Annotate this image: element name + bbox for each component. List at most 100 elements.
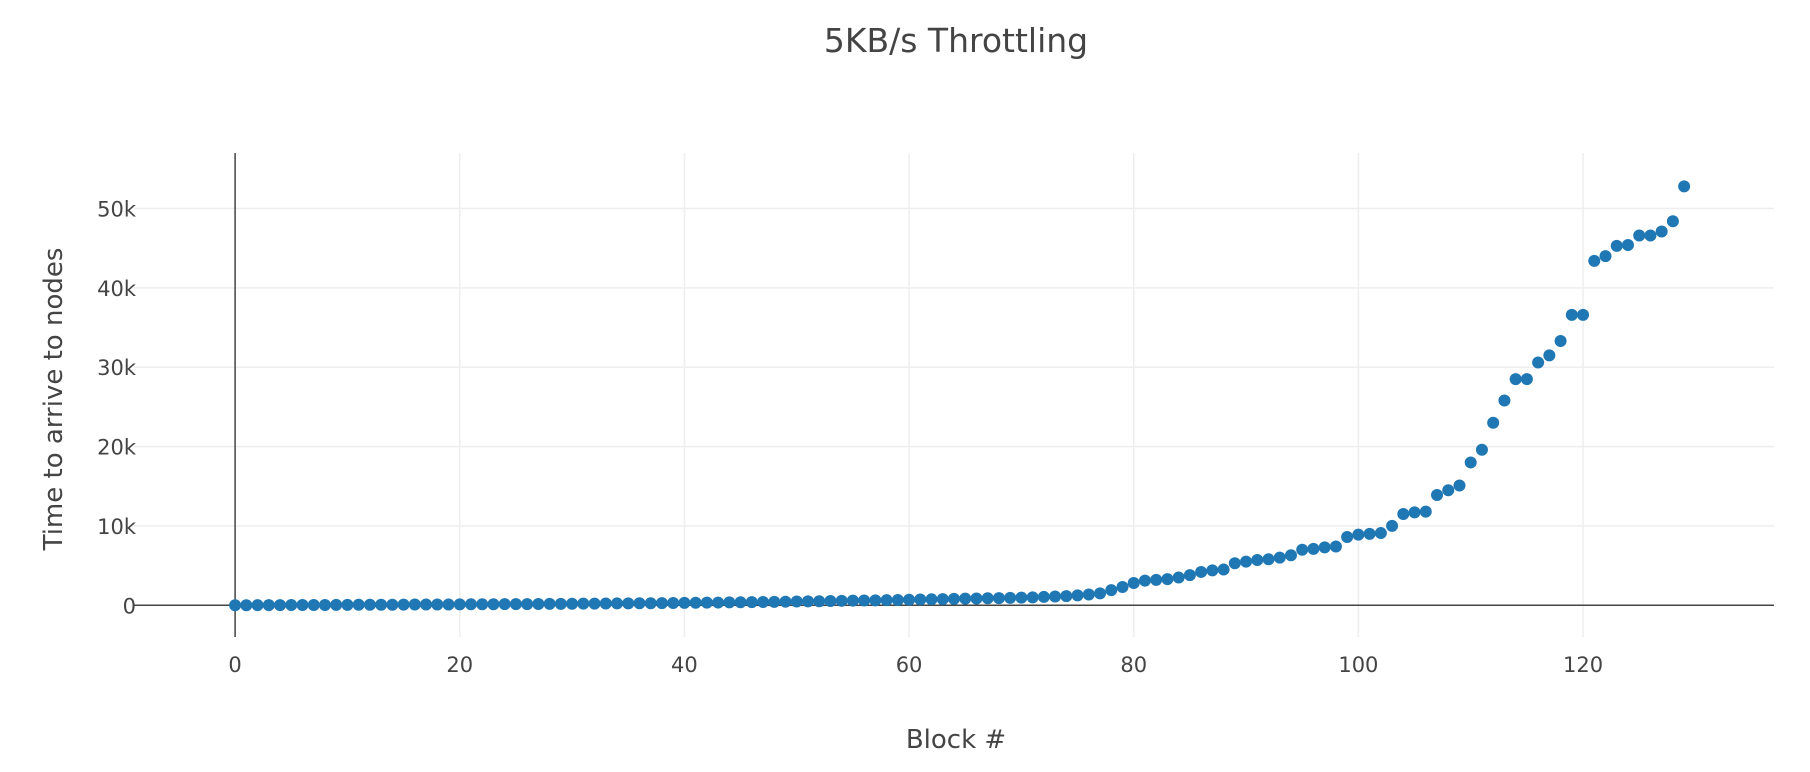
data-point xyxy=(768,595,781,608)
data-point xyxy=(981,592,994,605)
data-point xyxy=(1116,581,1129,594)
y-tick-label: 30k xyxy=(97,356,137,380)
data-point xyxy=(1082,588,1095,601)
data-point xyxy=(948,592,960,605)
data-point xyxy=(1397,508,1410,521)
data-point xyxy=(1386,519,1399,532)
data-point xyxy=(521,598,534,611)
data-point xyxy=(363,598,376,611)
data-point xyxy=(1464,456,1477,469)
data-point xyxy=(801,595,814,608)
x-tick-label: 40 xyxy=(671,653,698,677)
data-point xyxy=(846,594,859,607)
y-tick-label: 0 xyxy=(123,594,136,618)
data-point xyxy=(1183,569,1196,582)
data-point xyxy=(431,598,444,611)
data-point xyxy=(375,598,388,611)
data-point xyxy=(1172,571,1185,584)
data-point xyxy=(566,597,579,610)
data-point xyxy=(734,596,747,609)
data-point xyxy=(992,592,1005,605)
data-point xyxy=(1049,590,1062,603)
data-point xyxy=(1195,565,1208,578)
y-tick-label: 10k xyxy=(97,515,137,539)
data-point xyxy=(1442,484,1455,497)
data-point xyxy=(240,599,253,612)
data-point xyxy=(1408,506,1421,519)
data-point xyxy=(1509,373,1522,386)
grid xyxy=(134,153,1774,637)
data-point xyxy=(1588,254,1601,267)
data-point xyxy=(1284,549,1297,562)
data-point xyxy=(1599,250,1612,263)
data-point xyxy=(633,597,646,610)
data-point xyxy=(1105,584,1118,597)
data-point xyxy=(1206,564,1219,577)
data-point xyxy=(476,598,489,611)
data-point xyxy=(1655,225,1668,238)
x-axis-title: Block # xyxy=(906,725,1006,755)
data-point xyxy=(1352,528,1365,541)
data-point xyxy=(1071,589,1084,602)
data-point xyxy=(1015,591,1028,604)
data-point xyxy=(1329,540,1342,553)
data-point xyxy=(858,594,871,607)
data-point xyxy=(779,595,792,608)
data-point xyxy=(341,598,354,611)
data-point xyxy=(1037,590,1050,603)
data-point xyxy=(678,596,691,609)
data-points xyxy=(229,180,1691,612)
data-point xyxy=(1318,541,1331,554)
data-point xyxy=(1341,531,1354,544)
data-point xyxy=(880,594,893,607)
x-tick-label: 20 xyxy=(446,653,473,677)
data-point xyxy=(667,596,680,609)
data-point xyxy=(1228,557,1241,570)
data-point xyxy=(689,596,702,609)
data-point xyxy=(1262,553,1275,566)
data-point xyxy=(1363,527,1376,540)
data-point xyxy=(543,597,556,610)
data-point xyxy=(1004,591,1017,604)
y-tick-label: 40k xyxy=(97,277,137,301)
data-point xyxy=(813,595,826,608)
x-tick-label: 60 xyxy=(896,653,923,677)
data-point xyxy=(1217,563,1230,576)
axes xyxy=(134,153,1774,637)
data-point xyxy=(1026,591,1039,604)
data-point xyxy=(464,598,477,611)
data-point xyxy=(824,594,837,607)
data-point xyxy=(936,593,949,606)
x-tick-label: 120 xyxy=(1563,653,1603,677)
data-point xyxy=(914,593,927,606)
data-point xyxy=(599,597,612,610)
data-point xyxy=(869,594,882,607)
data-point xyxy=(700,596,713,609)
data-point xyxy=(903,593,916,606)
data-point xyxy=(757,596,770,609)
data-point xyxy=(262,599,275,612)
data-point xyxy=(408,598,421,611)
data-point xyxy=(296,599,309,612)
data-point xyxy=(723,596,736,609)
data-point xyxy=(644,597,657,610)
data-point xyxy=(1678,180,1691,193)
data-point xyxy=(588,597,601,610)
data-point xyxy=(453,598,466,611)
data-point xyxy=(554,597,567,610)
data-point xyxy=(1150,573,1163,586)
data-point xyxy=(790,595,803,608)
data-point xyxy=(1666,215,1679,228)
data-point xyxy=(1431,488,1444,501)
data-point xyxy=(1374,527,1387,540)
data-point xyxy=(251,599,264,612)
data-point xyxy=(1633,229,1646,242)
data-point xyxy=(1094,587,1107,600)
data-point xyxy=(1577,308,1590,321)
data-point xyxy=(745,596,758,609)
data-point xyxy=(891,593,904,606)
data-point xyxy=(1251,554,1264,567)
data-point xyxy=(1532,356,1545,369)
